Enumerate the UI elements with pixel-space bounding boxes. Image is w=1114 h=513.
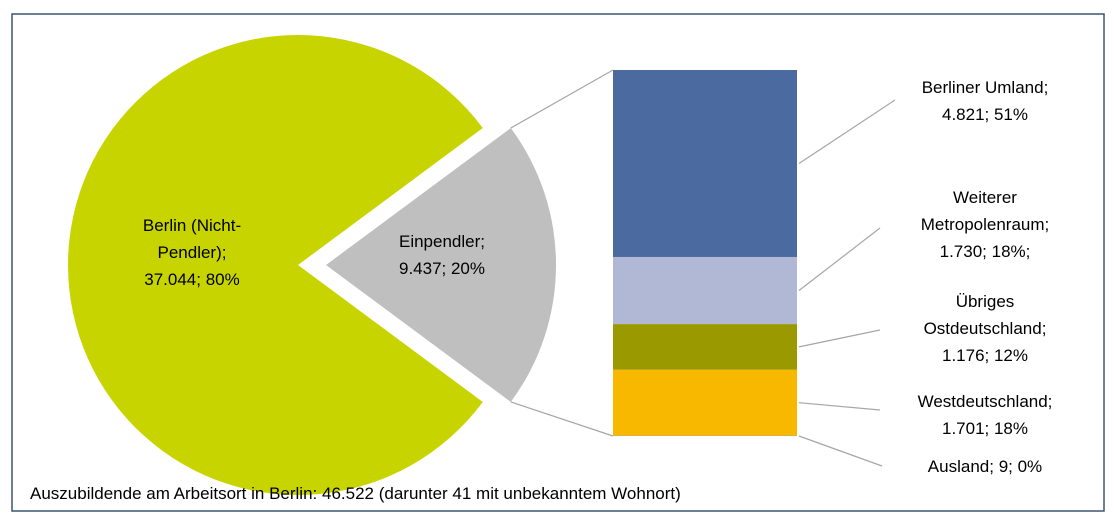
label-value: 4.821; 51% (941, 105, 1028, 124)
label-value: 1.701; 18% (941, 419, 1028, 438)
label-category: Westdeutschland; (917, 392, 1053, 411)
label-category: Berlin (Nicht-Pendler); (142, 216, 242, 262)
data-label: Westdeutschland; 1.701; 18% (898, 388, 1073, 442)
label-category: Übriges Ostdeutschland; (923, 292, 1047, 338)
label-category: Weiterer Metropolenraum; (920, 188, 1050, 234)
data-label: Weiterer Metropolenraum; 1.730; 18%; (898, 184, 1073, 265)
data-label: Einpendler; 9.437; 20% (377, 228, 507, 282)
label-category: Ausland; (927, 457, 994, 476)
label-value: 37.044; 80% (144, 270, 240, 289)
stack-segment (613, 369, 797, 436)
leader-line (798, 402, 881, 411)
leader-line (798, 227, 881, 291)
label-value: 1.730; 18%; (939, 242, 1031, 261)
pie-slice (67, 34, 483, 496)
pie-slice (326, 128, 556, 402)
connector (510, 69, 614, 129)
data-label: Übriges Ostdeutschland; 1.176; 12% (898, 288, 1073, 369)
leader-line (798, 435, 883, 467)
stack-segment (613, 324, 797, 370)
connector (510, 401, 614, 437)
data-label: Berliner Umland; 4.821; 51% (898, 74, 1073, 128)
label-value: 1.176; 12% (941, 346, 1028, 365)
stack-segment (613, 70, 797, 257)
data-label: Ausland; 9; 0% (898, 453, 1073, 480)
label-value: 9.437; 20% (398, 259, 485, 278)
label-value: 9; 0% (998, 457, 1043, 476)
leader-line (798, 99, 896, 164)
leader-line (798, 329, 881, 348)
label-category: Einpendler; (398, 232, 485, 251)
data-label: Berlin (Nicht-Pendler); 37.044; 80% (117, 212, 267, 293)
label-category: Berliner Umland; (921, 78, 1049, 97)
stack-segment (613, 256, 797, 325)
footnote: Auszubildende am Arbeitsort in Berlin: 4… (30, 484, 681, 503)
frame (11, 13, 1105, 512)
